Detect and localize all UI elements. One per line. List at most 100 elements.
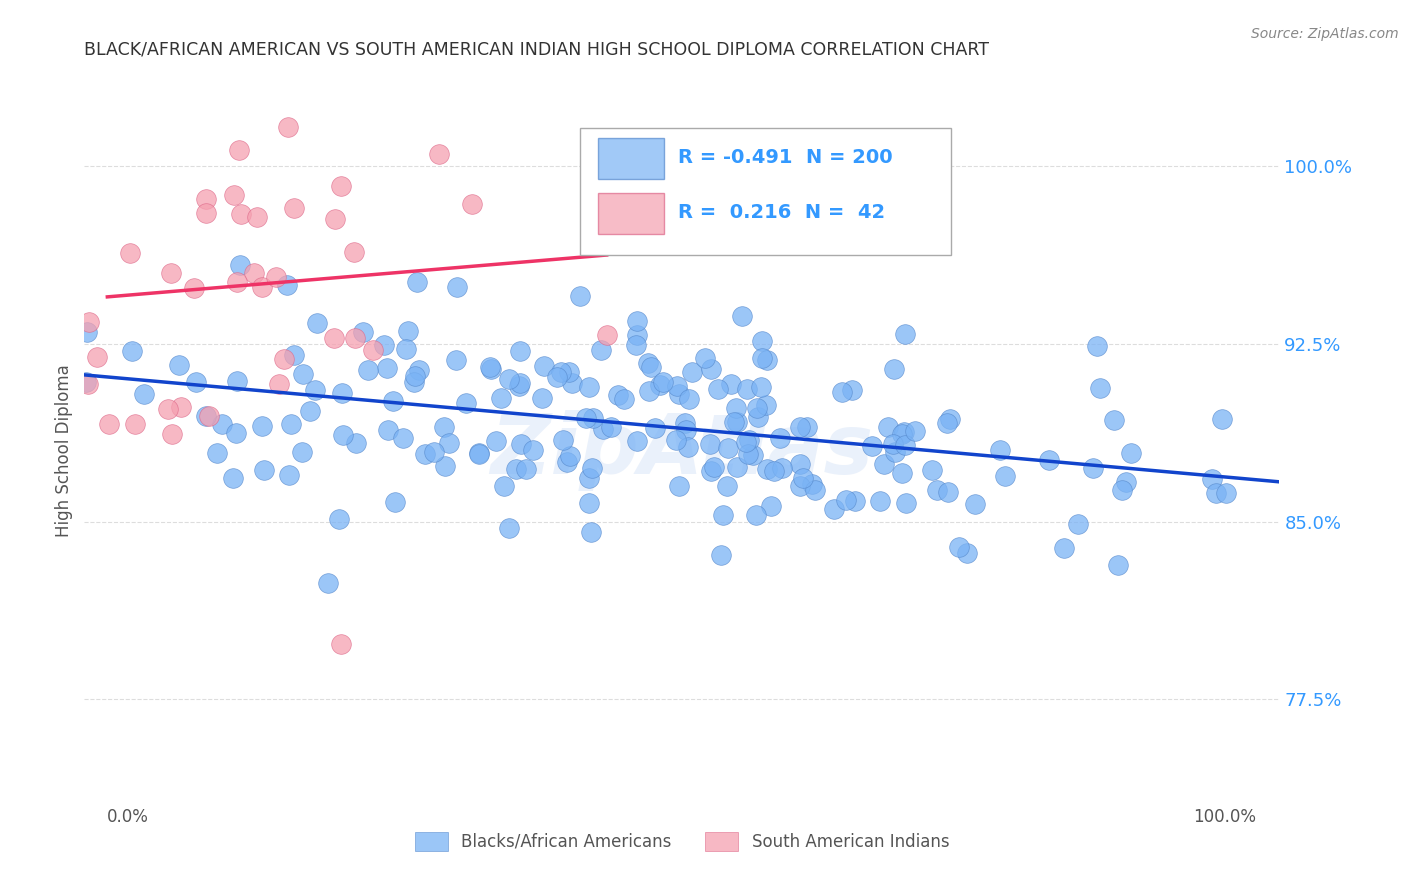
Point xyxy=(668,478,690,492)
Point xyxy=(408,363,430,377)
Point xyxy=(823,501,845,516)
Point xyxy=(406,275,429,289)
Point xyxy=(699,362,721,376)
Point xyxy=(311,71,333,86)
Point xyxy=(252,280,274,294)
Point xyxy=(1111,483,1133,498)
Point xyxy=(276,120,298,134)
Point xyxy=(229,258,252,272)
Point xyxy=(578,496,600,510)
Point xyxy=(533,359,555,373)
Point xyxy=(1205,486,1227,500)
Point xyxy=(1083,461,1105,475)
Point xyxy=(893,425,915,439)
Point xyxy=(264,269,287,284)
Legend: Blacks/African Americans, South American Indians: Blacks/African Americans, South American… xyxy=(408,825,956,858)
Point xyxy=(224,188,246,202)
Point xyxy=(229,207,252,221)
Point xyxy=(801,477,824,491)
Point xyxy=(343,244,366,259)
Point xyxy=(755,353,778,368)
Point xyxy=(737,446,759,460)
Point xyxy=(318,575,340,590)
Point xyxy=(872,457,894,471)
Point xyxy=(530,391,553,405)
Point xyxy=(678,392,700,406)
Point xyxy=(626,434,648,448)
Point xyxy=(437,435,460,450)
Point xyxy=(706,382,728,396)
Point xyxy=(276,278,298,293)
Point xyxy=(253,463,276,477)
Point xyxy=(515,462,537,476)
Point xyxy=(121,343,143,358)
Point xyxy=(444,352,467,367)
Point xyxy=(792,470,814,484)
Point xyxy=(735,435,758,450)
Point xyxy=(1038,453,1060,467)
Point xyxy=(835,493,858,508)
Point xyxy=(699,436,721,450)
Point xyxy=(651,375,673,389)
Point xyxy=(626,314,648,328)
Point xyxy=(668,387,690,401)
Point xyxy=(725,460,748,475)
Point xyxy=(1211,412,1233,426)
Point xyxy=(606,387,628,401)
Point xyxy=(578,380,600,394)
Point xyxy=(738,433,761,447)
Point xyxy=(963,497,986,511)
Point xyxy=(344,436,367,450)
Point xyxy=(184,375,207,389)
Point xyxy=(747,409,769,424)
Point xyxy=(1107,558,1129,572)
Point xyxy=(76,325,98,339)
Point xyxy=(723,415,745,429)
Point xyxy=(599,420,621,434)
Point xyxy=(675,424,697,438)
Point xyxy=(290,444,312,458)
Point xyxy=(890,466,912,480)
Point xyxy=(1085,338,1108,352)
Point xyxy=(893,438,915,452)
Point xyxy=(1090,381,1112,395)
Point xyxy=(195,206,218,220)
Point xyxy=(891,427,914,442)
Point xyxy=(637,356,659,370)
Point xyxy=(724,401,747,416)
Y-axis label: High School Diploma: High School Diploma xyxy=(55,364,73,537)
Point xyxy=(468,446,491,460)
Point xyxy=(86,350,108,364)
Point xyxy=(280,417,302,431)
Point xyxy=(582,410,605,425)
Point xyxy=(551,433,574,447)
Point xyxy=(550,365,572,379)
Point xyxy=(717,442,740,456)
Point xyxy=(575,410,598,425)
Point xyxy=(756,461,779,475)
Point xyxy=(373,338,395,352)
Bar xyxy=(581,128,950,255)
Point xyxy=(644,421,666,435)
Point xyxy=(681,365,703,379)
Point xyxy=(332,427,354,442)
Point xyxy=(948,540,970,554)
Point xyxy=(831,384,853,399)
Point xyxy=(422,444,444,458)
Point xyxy=(613,392,636,406)
Point xyxy=(700,464,723,478)
Point xyxy=(77,376,100,391)
Point xyxy=(427,147,450,161)
Point xyxy=(396,324,419,338)
Point xyxy=(741,449,763,463)
Point xyxy=(927,483,949,497)
Point xyxy=(225,426,247,441)
Point xyxy=(118,245,141,260)
Point xyxy=(461,197,484,211)
Point xyxy=(446,280,468,294)
Point xyxy=(183,281,205,295)
Point xyxy=(402,375,425,389)
Text: R =  0.216  N =  42: R = 0.216 N = 42 xyxy=(678,203,886,222)
Point xyxy=(250,419,273,434)
Point xyxy=(555,455,578,469)
